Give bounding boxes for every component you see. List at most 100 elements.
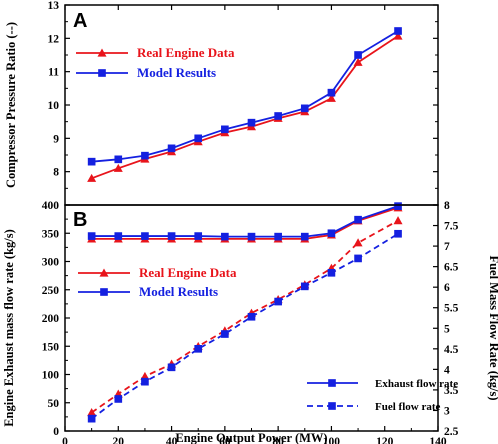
panel-a: 8 9 10 11 12 13 Compressor Pressure Ratio (--)… — [4, 0, 439, 206]
x-tick-label-b: 120 — [376, 436, 394, 444]
y-tick-label-b-right: 3 — [444, 405, 450, 417]
y-tick-label-b-right: 6 — [444, 282, 450, 294]
y-axis-title-a: Compressor Pressure Ratio (--) — [4, 22, 18, 188]
y-tick-label-b-right: 6.5 — [444, 262, 459, 274]
y-tick-label-b-right: 7.5 — [444, 221, 459, 233]
x-tick-label-b: 40 — [166, 436, 178, 444]
y-tick-label-b-right: 2.5 — [444, 426, 459, 438]
plot-frame-a — [64, 4, 439, 206]
data-point-a-0 — [353, 57, 363, 66]
y-axis-title-b-left: Engine Exhaust mass flow rate (kg/s) — [2, 229, 16, 427]
panel-label-b: B — [73, 209, 87, 231]
y-tick-label-a: 8 — [53, 167, 59, 179]
y-tick-label-a: 13 — [48, 0, 60, 12]
data-point-b-1 — [300, 232, 309, 241]
data-point-b-3 — [327, 268, 336, 277]
x-tick-label-b: 0 — [62, 436, 68, 444]
y-tick-label-b-right: 4.5 — [444, 344, 459, 356]
series-line-b-2 — [91, 219, 399, 414]
panel-b: 0501001502002503003504002.533.544.555.56… — [2, 200, 498, 444]
data-point-a-0 — [393, 31, 403, 40]
data-point-b-2 — [353, 238, 363, 247]
data-point-b-1 — [247, 232, 256, 241]
data-point-b-1 — [274, 232, 282, 241]
data-point-b-3 — [274, 297, 282, 306]
data-point-a-1 — [247, 118, 256, 127]
y-tick-label-a: 11 — [48, 67, 59, 79]
y-tick-label-b-left: 350 — [42, 228, 60, 240]
y-tick-label-a: 10 — [48, 100, 60, 112]
series-line-a-1 — [91, 30, 399, 163]
data-point-a-0 — [87, 173, 97, 182]
legend-marker-a-0 — [97, 48, 107, 57]
legend-marker-b-flow-0 — [328, 379, 336, 387]
y-tick-label-b-right: 5 — [444, 323, 450, 335]
data-point-b-3 — [354, 254, 362, 263]
plot-frame-b — [64, 204, 439, 432]
data-point-b-3 — [167, 363, 176, 372]
legend-label-b-flow-0: Exhaust flow rate — [375, 378, 458, 390]
legend-label-a-1: Model Results — [137, 65, 216, 80]
data-point-a-1 — [141, 151, 149, 160]
y-tick-label-b-right: 8 — [444, 200, 450, 212]
legend-marker-b-flow-1 — [328, 402, 336, 410]
y-tick-label-b-right: 3.5 — [444, 385, 459, 397]
data-point-b-3 — [300, 282, 309, 291]
x-tick-label-b: 60 — [219, 436, 231, 444]
data-point-b-3 — [87, 414, 96, 423]
x-tick-label-b: 20 — [113, 436, 125, 444]
legend-marker-b-src-0 — [99, 268, 109, 277]
y-tick-label-b-left: 250 — [42, 285, 60, 297]
y-tick-label-b-right: 4 — [444, 364, 450, 376]
y-tick-label-b-left: 400 — [42, 200, 60, 212]
data-point-b-1 — [194, 232, 203, 240]
data-point-a-1 — [394, 27, 402, 35]
x-tick-label-b: 100 — [323, 436, 341, 444]
y-tick-label-b-left: 100 — [42, 370, 60, 382]
data-point-b-3 — [141, 377, 149, 386]
legend-marker-a-1 — [98, 69, 106, 77]
y-tick-label-b-right: 5.5 — [444, 303, 459, 315]
data-point-a-1 — [114, 155, 123, 164]
data-point-b-1 — [87, 232, 96, 240]
data-point-b-1 — [221, 232, 229, 241]
x-axis-title-b: Engine Output Power (MW) — [175, 431, 327, 444]
y-tick-label-b-left: 50 — [48, 398, 60, 410]
data-point-b-2 — [87, 408, 97, 417]
data-point-b-3 — [194, 344, 203, 353]
y-tick-label-b-left: 200 — [42, 313, 60, 325]
data-point-b-1 — [354, 215, 362, 224]
data-point-a-0 — [113, 163, 123, 172]
y-tick-label-a: 9 — [53, 133, 59, 145]
series-line-b-0 — [91, 206, 399, 240]
data-point-a-1 — [354, 51, 362, 59]
data-point-a-1 — [87, 157, 96, 166]
y-tick-label-b-right: 7 — [444, 241, 450, 253]
data-point-b-1 — [114, 232, 123, 240]
data-point-a-1 — [300, 104, 309, 113]
data-point-b-3 — [394, 229, 402, 238]
data-point-a-1 — [221, 125, 229, 134]
data-point-b-1 — [327, 229, 336, 238]
legend-marker-b-src-1 — [100, 288, 108, 296]
data-point-b-1 — [394, 202, 402, 210]
legend-label-b-src-1: Model Results — [139, 284, 218, 299]
x-tick-label-b: 140 — [429, 436, 447, 444]
data-point-b-3 — [114, 395, 123, 403]
panel-label-a: A — [73, 10, 87, 32]
x-tick-label-b: 80 — [272, 436, 284, 444]
data-point-a-0 — [326, 93, 336, 102]
legend-label-b-flow-1: Fuel flow rate — [375, 401, 440, 413]
data-point-b-2 — [393, 216, 403, 225]
series-line-b-1 — [91, 205, 399, 238]
y-tick-label-b-left: 300 — [42, 257, 60, 269]
data-point-b-3 — [247, 312, 256, 321]
data-point-a-1 — [194, 134, 203, 143]
y-tick-label-b-left: 0 — [53, 426, 59, 438]
legend-label-b-src-0: Real Engine Data — [139, 265, 237, 280]
legend-label-a-0: Real Engine Data — [137, 45, 235, 60]
series-line-a-0 — [91, 35, 399, 180]
data-point-b-1 — [141, 232, 149, 240]
